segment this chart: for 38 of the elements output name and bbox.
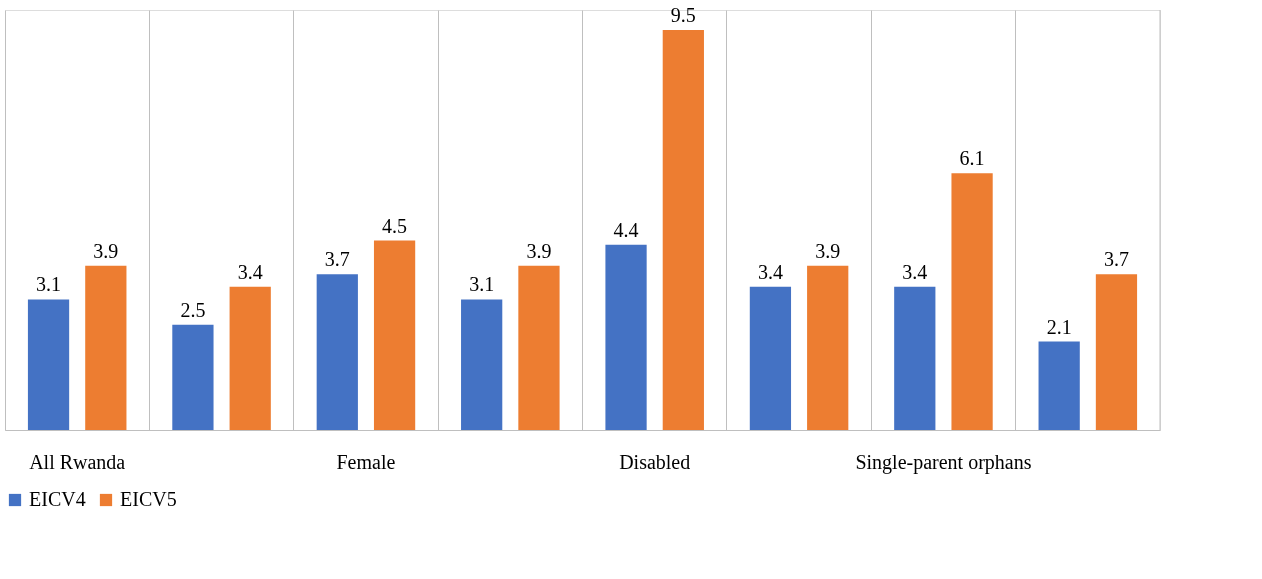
data-label: 3.4 bbox=[757, 260, 783, 283]
bar bbox=[1095, 274, 1138, 430]
data-label: 3.4 bbox=[902, 260, 928, 283]
bar bbox=[894, 286, 936, 430]
bar bbox=[229, 286, 271, 430]
bar bbox=[461, 299, 503, 430]
bar bbox=[749, 286, 792, 430]
data-label: 3.1 bbox=[469, 273, 495, 296]
bar bbox=[951, 173, 993, 430]
bar bbox=[1038, 341, 1080, 430]
data-label: 4.4 bbox=[613, 218, 639, 241]
bar bbox=[85, 265, 127, 430]
data-label: 3.9 bbox=[93, 239, 119, 262]
x-tick-label: Female bbox=[336, 450, 396, 473]
data-label: 3.7 bbox=[1103, 248, 1129, 271]
data-label: 3.9 bbox=[526, 239, 552, 262]
data-label: 3.4 bbox=[237, 260, 263, 283]
data-label: 2.5 bbox=[180, 298, 206, 321]
data-label: 3.1 bbox=[36, 273, 62, 296]
legend-label: EICV5 bbox=[120, 488, 177, 510]
data-label: 3.9 bbox=[815, 239, 841, 262]
bar bbox=[518, 265, 560, 430]
x-tick-label: Disabled bbox=[619, 450, 691, 473]
data-label: 9.5 bbox=[670, 4, 696, 26]
bar bbox=[27, 299, 70, 430]
x-tick-label: All Rwanda bbox=[29, 450, 126, 473]
data-label: 2.1 bbox=[1046, 315, 1072, 338]
legend-label: EICV4 bbox=[29, 488, 86, 510]
x-tick-label: Single-parent orphans bbox=[855, 450, 1032, 474]
bar bbox=[172, 324, 214, 430]
bar bbox=[662, 30, 704, 430]
bar bbox=[605, 244, 647, 430]
bar bbox=[807, 265, 849, 430]
bar bbox=[316, 274, 358, 430]
data-label: 4.5 bbox=[382, 214, 408, 237]
data-label: 6.1 bbox=[959, 147, 985, 170]
bar bbox=[373, 240, 416, 430]
data-label: 3.7 bbox=[324, 248, 350, 271]
